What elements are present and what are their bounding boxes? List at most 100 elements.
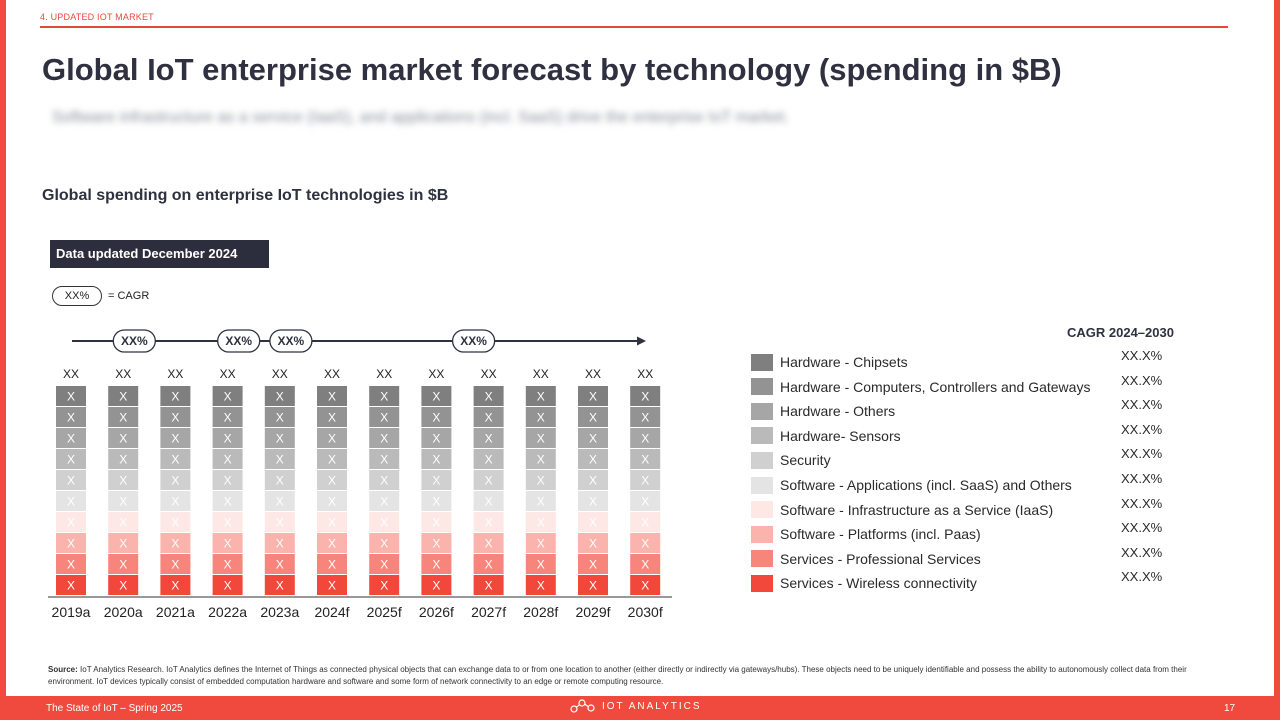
legend-label: Services - Professional Services [780,550,981,567]
segment-label: X [380,390,388,404]
segment-label: X [589,516,597,530]
segment-label: X [276,390,284,404]
segment-label: X [328,432,336,446]
category-label: 2026f [419,604,454,620]
bar-segment [317,533,347,553]
bar-segment [421,386,452,406]
total-label: XX [428,367,444,381]
bar-segment [264,533,295,553]
bar-segment [369,512,400,532]
legend-swatch [751,525,773,543]
legend-cagr-value: XX.X% [1121,544,1163,560]
segment-label: X [432,432,440,446]
legend-cagr-value: XX.X% [1121,471,1163,486]
bar-segment [160,575,191,595]
bar-segment [525,386,556,406]
segment-label: X [432,495,440,509]
segment-label: X [537,558,545,572]
segment-label: X [328,474,336,488]
segment-label: X [119,558,127,572]
segment-label: X [119,432,127,446]
segment-label: X [171,390,179,404]
segment-label: X [641,474,649,488]
category-label: 2029f [575,604,610,620]
segment-label: X [171,579,179,593]
cagr-key: XX% = CAGR [52,286,149,306]
category-label: 2021a [156,604,195,620]
bar-segment [212,554,243,574]
bar-segment [630,386,661,406]
segment-label: X [432,453,440,467]
page-title: Global IoT enterprise market forecast by… [42,52,1062,87]
cagr-key-text: = CAGR [108,290,150,302]
segment-label: X [171,474,179,488]
bar-segment [108,533,139,553]
segment-label: X [67,432,75,446]
segment-label: X [537,390,545,404]
category-label: 2025f [367,604,402,620]
segment-label: X [380,537,388,551]
legend-cagr-value: XX.X% [1121,520,1163,536]
segment-label: X [276,411,284,425]
segment-label: X [276,579,284,593]
segment-label: X [67,537,75,551]
segment-label: X [589,390,597,404]
segment-label: X [641,390,649,404]
bar-segment [421,575,452,595]
bar-segment [317,407,347,427]
bar-segment [525,491,556,511]
segment-label: X [485,390,493,404]
segment-label: X [485,411,493,425]
bar-segment [578,449,608,469]
total-label: XX [115,367,131,381]
segment-label: X [485,495,493,509]
bar-segment [421,512,452,532]
network-logo-icon [570,699,595,713]
segment-label: X [276,558,284,572]
bar-segment [160,512,191,532]
bar-segment [264,428,295,448]
bar-segment [473,575,504,595]
bar-segment [264,470,295,490]
bar-segment [160,407,191,427]
legend-item: Software - Applications (incl. SaaS) and… [751,476,1072,494]
bar-segment [578,512,608,532]
bar-segment [108,512,139,532]
legend-item: Hardware - Computers, Controllers and Ga… [751,378,1090,396]
data-updated-badge: Data updated December 2024 [50,240,269,268]
bar-segment [369,533,400,553]
bar-segment [369,386,400,406]
bar-segment [108,449,139,469]
bar-segment [317,554,347,574]
segment-label: X [641,453,649,467]
legend-cagr-value: XX.X% [1121,569,1163,585]
segment-label: X [432,390,440,404]
segment-label: X [276,474,284,488]
segment-label: X [328,495,336,509]
segment-label: X [537,474,545,488]
bar-segment [56,554,86,574]
total-label: XX [376,367,392,381]
legend-swatch [751,476,773,494]
segment-label: X [328,390,336,404]
bar-segment [160,554,191,574]
segment-label: X [328,537,336,551]
bar-segment [525,554,556,574]
bar-segment [369,554,400,574]
legend-item: Services - Wireless connectivity [751,574,977,592]
legend-label: Software - Applications (incl. SaaS) and… [780,477,1072,493]
bar-segment [578,428,608,448]
bar-segment [212,491,243,511]
bar-segment [473,386,504,406]
category-label: 2027f [471,604,506,620]
segment-label: X [224,516,232,530]
bar-segment [630,449,661,469]
bar-segment [369,491,400,511]
bar-segment [473,428,504,448]
bar-segment [56,470,86,490]
